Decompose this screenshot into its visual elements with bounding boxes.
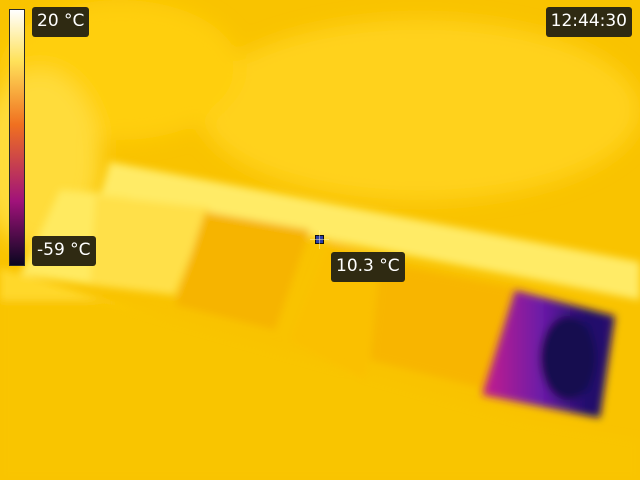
temperature-scale-bar <box>9 9 25 266</box>
spot-temperature-reading: 10.3 °C <box>331 252 405 282</box>
crosshair-icon <box>310 230 329 249</box>
clock-display: 12:44:30 <box>545 7 632 37</box>
scale-min-label: -59 °C <box>32 236 96 266</box>
scale-max-label: 20 °C <box>32 7 90 37</box>
